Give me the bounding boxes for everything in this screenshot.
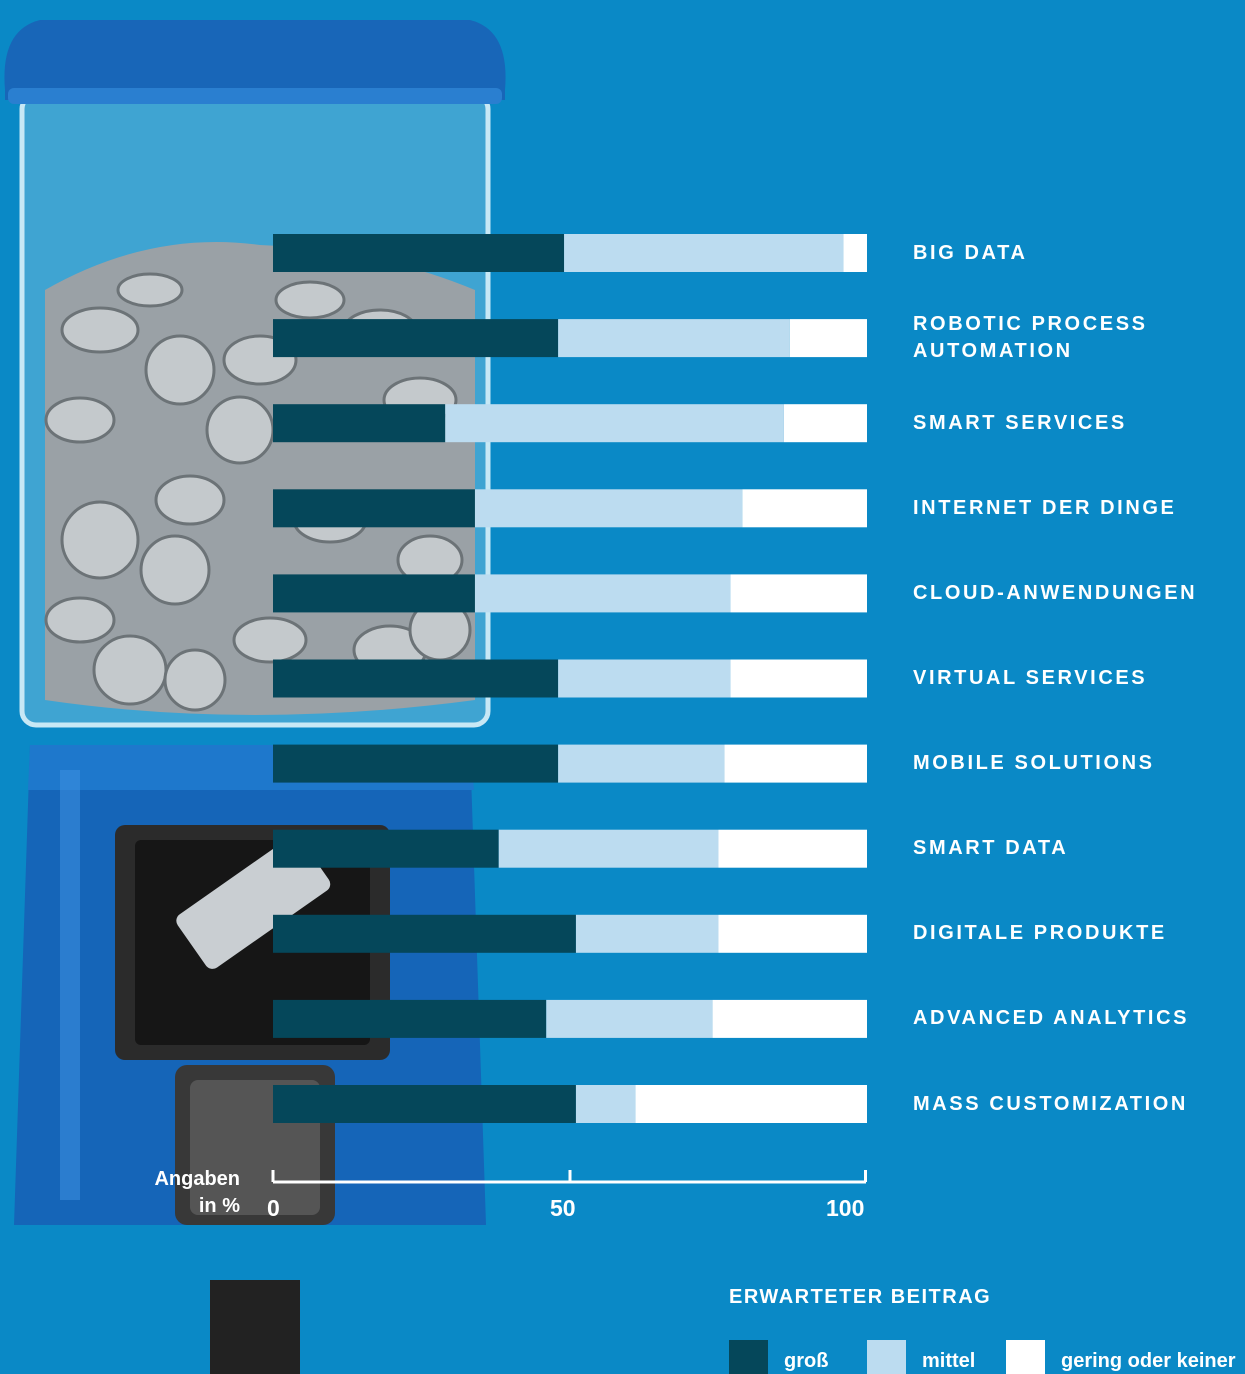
bar-segment-gering-1 bbox=[789, 319, 867, 358]
bar-segment-gering-3 bbox=[742, 489, 867, 528]
bar-segment-mittel-4 bbox=[474, 574, 731, 613]
category-label-7: SMART DATA bbox=[913, 835, 1068, 862]
category-label-5: VIRTUAL SERVICES bbox=[913, 665, 1147, 692]
legend-item-gering: gering oder keiner bbox=[1006, 1340, 1236, 1374]
category-label-line: ROBOTIC PROCESS bbox=[913, 313, 1148, 336]
bar-segment-gross-10 bbox=[273, 1085, 576, 1123]
bar-segment-gering-5 bbox=[730, 659, 867, 698]
category-label-line: DIGITALE PRODUKTE bbox=[913, 922, 1167, 945]
bar-segment-gross-1 bbox=[273, 319, 559, 358]
bar-segment-mittel-9 bbox=[546, 999, 713, 1038]
bar-segment-gering-4 bbox=[730, 574, 867, 613]
bar-segment-gross-4 bbox=[273, 574, 475, 613]
legend-item-gross: groß bbox=[729, 1340, 828, 1374]
category-label-0: BIG DATA bbox=[913, 240, 1028, 267]
bar-segment-gross-6 bbox=[273, 744, 559, 783]
bar-segment-gross-2 bbox=[273, 404, 446, 443]
bar-segment-mittel-6 bbox=[558, 744, 725, 783]
bar-segment-gering-7 bbox=[718, 829, 867, 868]
bar-segment-gering-0 bbox=[843, 234, 867, 272]
category-label-2: SMART SERVICES bbox=[913, 410, 1127, 437]
category-label-line: SMART SERVICES bbox=[913, 411, 1127, 434]
category-label-line: MASS CUSTOMIZATION bbox=[913, 1092, 1188, 1115]
bar-segment-gross-0 bbox=[273, 234, 565, 272]
bar-segment-mittel-0 bbox=[564, 234, 844, 272]
category-label-line: MOBILE SOLUTIONS bbox=[913, 752, 1155, 775]
x-axis bbox=[271, 1170, 867, 1184]
bar-segment-mittel-5 bbox=[558, 659, 731, 698]
bar-segment-gross-3 bbox=[273, 489, 475, 528]
axis-unit-label: Angaben in % bbox=[154, 1166, 240, 1220]
axis-unit-line1: Angaben bbox=[154, 1168, 240, 1190]
bar-segment-gross-8 bbox=[273, 914, 576, 953]
axis-unit-line2: in % bbox=[198, 1195, 240, 1217]
legend-swatch-mittel bbox=[867, 1340, 906, 1374]
category-label-10: MASS CUSTOMIZATION bbox=[913, 1091, 1188, 1118]
legend-label-gering: gering oder keiner bbox=[1061, 1350, 1236, 1372]
bar-segment-mittel-3 bbox=[474, 489, 743, 528]
category-label-9: ADVANCED ANALYTICS bbox=[913, 1005, 1189, 1032]
bar-segment-mittel-7 bbox=[498, 829, 719, 868]
bar-segment-gross-9 bbox=[273, 999, 547, 1038]
bar-segment-gering-9 bbox=[712, 999, 867, 1038]
category-label-line: CLOUD-ANWENDUNGEN bbox=[913, 581, 1198, 604]
category-label-1: ROBOTIC PROCESS AUTOMATION bbox=[913, 311, 1148, 365]
bar-segment-gross-5 bbox=[273, 659, 559, 698]
bar-segment-mittel-10 bbox=[575, 1085, 636, 1123]
bar-segment-gering-2 bbox=[783, 404, 867, 443]
legend-label-gross: groß bbox=[784, 1350, 829, 1372]
legend-swatch-gross bbox=[729, 1340, 768, 1374]
bar-segment-mittel-1 bbox=[558, 319, 790, 358]
bar-segment-mittel-8 bbox=[575, 914, 719, 953]
category-label-3: INTERNET DER DINGE bbox=[913, 495, 1176, 522]
tick-label-50: 50 bbox=[550, 1195, 576, 1221]
category-label-line: AUTOMATION bbox=[913, 340, 1073, 363]
category-label-line: SMART DATA bbox=[913, 837, 1069, 860]
bar-segment-gering-8 bbox=[718, 914, 867, 953]
category-label-line: BIG DATA bbox=[913, 241, 1028, 264]
tick-label-0: 0 bbox=[267, 1195, 280, 1221]
bar-segment-gering-6 bbox=[724, 744, 867, 783]
legend-title: ERWARTETER BEITRAG bbox=[729, 1286, 992, 1308]
category-label-line: ADVANCED ANALYTICS bbox=[913, 1007, 1190, 1030]
bar-segment-gross-7 bbox=[273, 829, 499, 868]
category-label-line: VIRTUAL SERVICES bbox=[913, 667, 1148, 689]
legend-swatch-gering bbox=[1006, 1340, 1045, 1374]
category-label-4: CLOUD-ANWENDUNGEN bbox=[913, 580, 1197, 607]
tick-label-100: 100 bbox=[826, 1195, 865, 1221]
legend-item-mittel: mittel bbox=[867, 1340, 975, 1374]
bar-segment-mittel-2 bbox=[445, 404, 784, 443]
legend-label-mittel: mittel bbox=[922, 1350, 976, 1372]
bar-segment-gering-10 bbox=[635, 1085, 867, 1123]
category-label-line: INTERNET DER DINGE bbox=[913, 496, 1177, 519]
category-label-6: MOBILE SOLUTIONS bbox=[913, 750, 1155, 777]
category-label-8: DIGITALE PRODUKTE bbox=[913, 920, 1167, 947]
